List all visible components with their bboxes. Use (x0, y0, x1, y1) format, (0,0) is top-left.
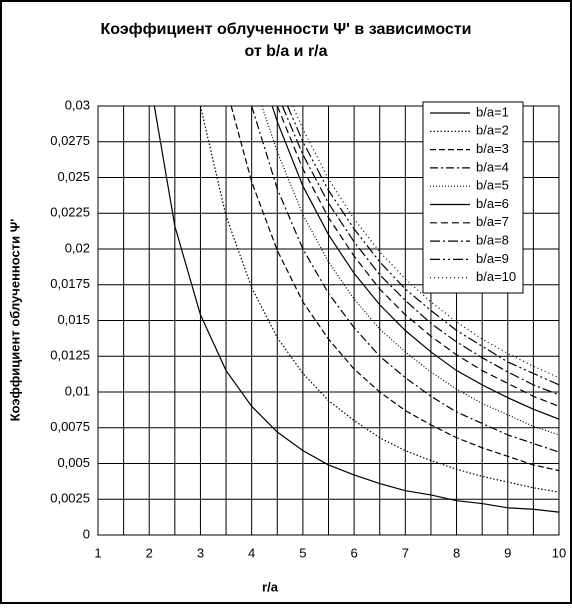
x-tick-label: 2 (146, 545, 153, 560)
series-line (251, 106, 559, 453)
x-tick-label: 10 (552, 545, 566, 560)
y-tick-label: 0,0275 (50, 133, 90, 148)
x-tick-label: 5 (299, 545, 306, 560)
series-line (286, 106, 559, 386)
y-tick-label: 0,0225 (50, 205, 90, 220)
y-tick-label: 0,0125 (50, 348, 90, 363)
legend-label: b/a=3 (476, 141, 509, 156)
legend-label: b/a=4 (476, 159, 509, 174)
y-tick-label: 0,0175 (50, 276, 90, 291)
legend-label: b/a=9 (476, 251, 509, 266)
y-axis-label: Коэффициент облученности Ψ' (7, 219, 22, 422)
chart-title-line: от b/a и r/a (244, 43, 327, 60)
legend-box (422, 101, 524, 294)
y-tick-label: 0,0075 (50, 419, 90, 434)
y-tick-label: 0,025 (57, 169, 90, 184)
x-tick-label: 8 (453, 545, 460, 560)
y-tick-label: 0 (83, 526, 90, 541)
series-line (230, 106, 559, 472)
y-tick-label: 0,03 (65, 97, 90, 112)
series-line (276, 106, 559, 407)
x-axis-label: r/a (262, 579, 279, 594)
series-line (271, 106, 559, 420)
x-tick-label: 9 (504, 545, 511, 560)
plot-lines (153, 106, 559, 513)
x-tick-label: 4 (248, 545, 255, 560)
legend-label: b/a=7 (476, 214, 509, 229)
y-tick-label: 0,01 (65, 383, 90, 398)
legend-label: b/a=1 (476, 104, 509, 119)
legend-label: b/a=10 (476, 269, 516, 284)
x-tick-label: 7 (402, 545, 409, 560)
legend-label: b/a=2 (476, 123, 509, 138)
series-line (261, 106, 559, 436)
x-tick-label: 3 (197, 545, 204, 560)
series-line (153, 106, 559, 513)
y-tick-label: 0,005 (57, 455, 90, 470)
series-line (199, 106, 559, 493)
legend-label: b/a=6 (476, 196, 509, 211)
legend-label: b/a=8 (476, 233, 509, 248)
y-tick-label: 0,015 (57, 312, 90, 327)
chart-title-line: Коэффициент облученности Ψ' в зависимост… (101, 21, 472, 38)
series-line (281, 106, 559, 396)
y-tick-label: 0,0025 (50, 491, 90, 506)
x-tick-label: 6 (350, 545, 357, 560)
legend-label: b/a=5 (476, 178, 509, 193)
x-tick-label: 1 (94, 545, 101, 560)
y-tick-label: 0,02 (65, 240, 90, 255)
